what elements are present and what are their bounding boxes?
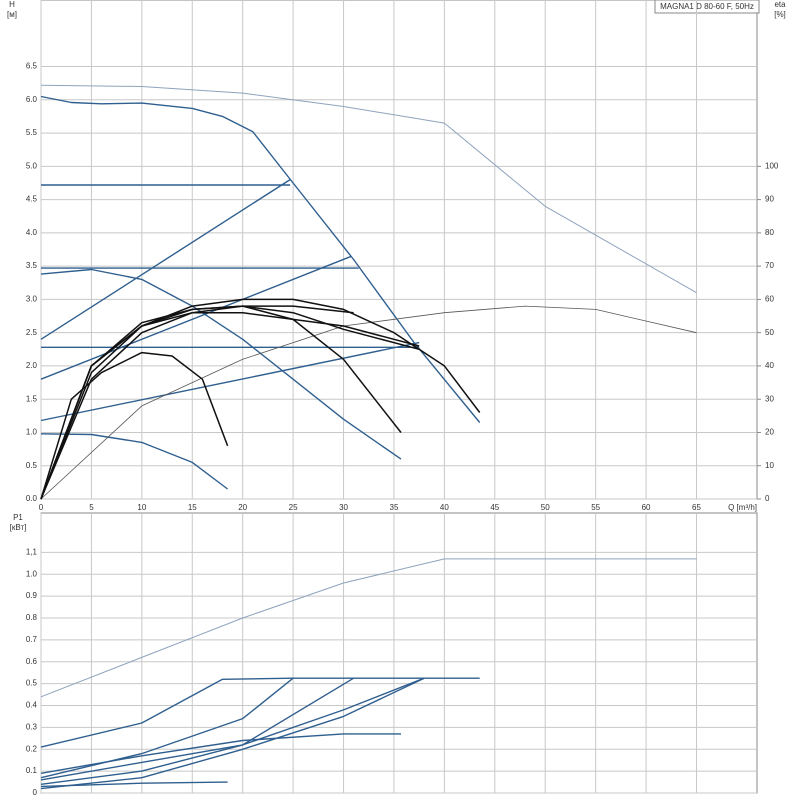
y2-axis-label: eta (774, 0, 786, 9)
y-tick-label: 4.5 (26, 195, 38, 204)
y2-tick-label: 70 (765, 261, 774, 270)
y-axis-label: H (9, 0, 15, 9)
curve (40, 677, 425, 781)
curve (40, 305, 697, 500)
y2-tick-label: 50 (765, 328, 774, 337)
y-tick-label: 3.0 (26, 295, 38, 304)
y-tick-label: 5.5 (26, 128, 38, 137)
curve (40, 677, 354, 785)
x-tick-label: 45 (490, 503, 499, 512)
x-tick-label: 5 (89, 503, 94, 512)
curve (40, 677, 425, 790)
curve (40, 781, 228, 788)
y-tick-label: 3.5 (26, 261, 38, 270)
y-tick-label: 6.0 (26, 95, 38, 104)
y-axis-label: P1 (13, 513, 23, 522)
y2-tick-label: 90 (765, 195, 774, 204)
y-tick-label: 0.6 (26, 657, 38, 666)
y-tick-label: 0.5 (26, 461, 38, 470)
y-tick-label: 6.5 (26, 62, 38, 71)
y2-tick-label: 0 (765, 494, 770, 503)
y-tick-label: 4.0 (26, 228, 38, 237)
y2-tick-label: 80 (765, 228, 774, 237)
y-tick-label: 1.0 (26, 569, 38, 578)
y-tick-label: 0.8 (26, 613, 38, 622)
y-tick-label: 0.1 (26, 766, 38, 775)
curve (40, 179, 291, 340)
title-box (654, 0, 760, 14)
curve (40, 677, 480, 748)
chart-title: MAGNA1 D 80-60 F, 50Hz (660, 2, 754, 11)
y-tick-label: 0.3 (26, 722, 38, 731)
y-tick-label: 0.4 (26, 701, 38, 710)
y-tick-label: 0.0 (26, 494, 38, 503)
y2-tick-label: 30 (765, 394, 774, 403)
curve (40, 341, 420, 422)
y-tick-label: 1.5 (26, 394, 38, 403)
y-tick-label: 1.0 (26, 428, 38, 437)
x-tick-label: 60 (642, 503, 651, 512)
x-axis-label: Q [m³/h] (728, 503, 757, 512)
y-axis-unit: [м] (7, 10, 17, 19)
x-tick-label: 15 (188, 503, 197, 512)
y-tick-label: 2.0 (26, 361, 38, 370)
y-tick-label: 0.9 (26, 591, 38, 600)
y2-tick-label: 100 (765, 161, 779, 170)
y-tick-label: 1,1 (26, 547, 38, 556)
y-tick-label: 0.5 (26, 679, 38, 688)
y-tick-label: 0.7 (26, 635, 38, 644)
plot-frame (40, 0, 758, 500)
x-tick-label: 30 (339, 503, 348, 512)
curve (40, 84, 697, 294)
curve (40, 733, 401, 774)
y-tick-label: 0.2 (26, 744, 38, 753)
x-tick-label: 65 (692, 503, 701, 512)
y2-tick-label: 20 (765, 428, 774, 437)
y-tick-label: 2.5 (26, 328, 38, 337)
x-tick-label: 50 (541, 503, 550, 512)
curve (40, 255, 352, 380)
curve (40, 268, 402, 460)
curve (40, 305, 420, 500)
curve (40, 305, 402, 500)
x-tick-label: 10 (137, 503, 146, 512)
y-tick-label: 5.0 (26, 161, 38, 170)
x-tick-label: 20 (238, 503, 247, 512)
curve (40, 305, 354, 500)
y2-tick-label: 10 (765, 461, 774, 470)
curve (40, 677, 294, 779)
curve (40, 95, 481, 423)
y-axis-unit: [кВт] (10, 523, 27, 532)
y2-axis-unit: [%] (774, 10, 786, 19)
y-tick-label: 0 (33, 788, 38, 797)
curve (40, 311, 420, 500)
x-tick-label: 25 (289, 503, 298, 512)
curve (40, 558, 697, 698)
y2-tick-label: 60 (765, 295, 774, 304)
x-tick-label: 35 (390, 503, 399, 512)
curve (40, 351, 229, 500)
x-tick-label: 0 (39, 503, 44, 512)
x-tick-label: 40 (440, 503, 449, 512)
curve (40, 433, 229, 490)
y2-tick-label: 40 (765, 361, 774, 370)
x-tick-label: 55 (591, 503, 600, 512)
